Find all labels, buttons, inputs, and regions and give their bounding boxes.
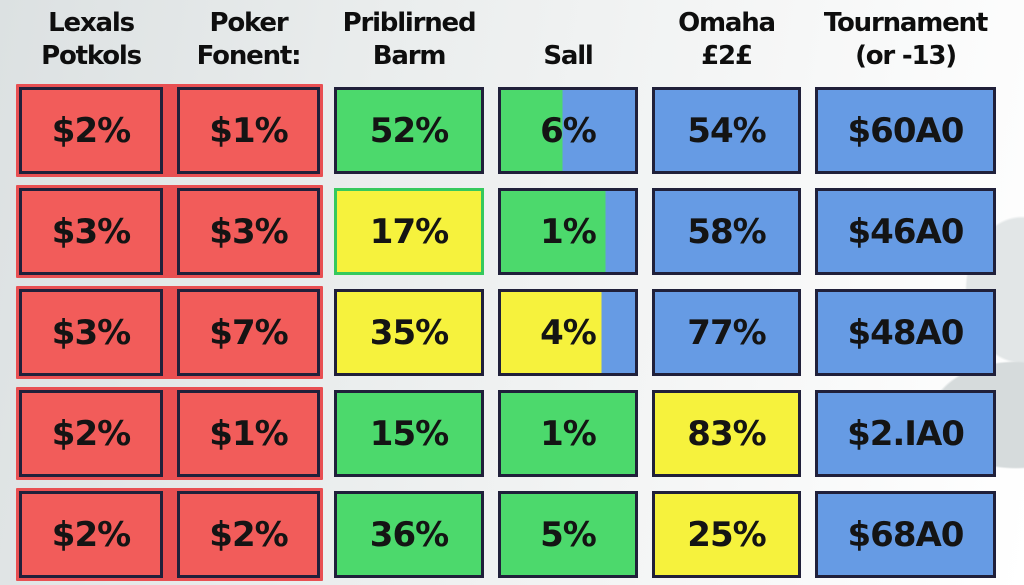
column-header: Lexals Potkols — [16, 0, 166, 76]
table-cell: $7% — [177, 289, 320, 376]
table-cell: 15% — [334, 390, 484, 477]
table-cell: 1% — [498, 390, 638, 477]
table-cell: 6% — [498, 87, 638, 174]
column-header-line2: (or -13) — [855, 41, 957, 71]
table-cell: $3% — [19, 188, 163, 275]
column-header-line1: Priblirned — [342, 8, 477, 38]
table-cell: $2% — [19, 390, 163, 477]
column-header: Omaha £2£ — [649, 0, 804, 76]
column-header-line1: Omaha — [678, 8, 776, 38]
table-cell: 36% — [334, 491, 484, 578]
table-cell: $68A0 — [815, 491, 996, 578]
column-header-line1: Tournament — [823, 8, 988, 38]
table-cell: $1% — [177, 87, 320, 174]
column-header: Priblirned Barm — [331, 0, 487, 76]
column-header-line2: Potkols — [41, 41, 142, 71]
table-cell: 77% — [652, 289, 801, 376]
table-cell: $48A0 — [815, 289, 996, 376]
table-cell: 25% — [652, 491, 801, 578]
column-header-line1: Poker — [209, 8, 289, 38]
column-header-line1: Lexals — [48, 8, 135, 38]
table-cell: 17% — [334, 188, 484, 275]
table-cell: $2% — [177, 491, 320, 578]
column-header: Sall — [495, 0, 641, 76]
table-cell: 5% — [498, 491, 638, 578]
column-header-line2: £2£ — [701, 41, 753, 71]
table-cell: $3% — [19, 289, 163, 376]
table-cell: 83% — [652, 390, 801, 477]
table-cell: 58% — [652, 188, 801, 275]
table-cell: 1% — [498, 188, 638, 275]
table-cell: $1% — [177, 390, 320, 477]
table-cell: $2% — [19, 87, 163, 174]
column-header-line2: Sall — [543, 41, 594, 71]
table-cell: $60A0 — [815, 87, 996, 174]
poker-table: Lexals Potkols Poker Fonent: Priblirned Barm … — [16, 0, 999, 581]
table-cell: 52% — [334, 87, 484, 174]
column-header: Poker Fonent: — [174, 0, 323, 76]
table-cell: 35% — [334, 289, 484, 376]
table-cell: $3% — [177, 188, 320, 275]
column-header: Tournament (or -13) — [812, 0, 999, 76]
column-header-line2: Barm — [372, 41, 447, 71]
table-cell: $2.IA0 — [815, 390, 996, 477]
table-cell: $46A0 — [815, 188, 996, 275]
table-cell: 54% — [652, 87, 801, 174]
table-cell: $2% — [19, 491, 163, 578]
table-cell: 4% — [498, 289, 638, 376]
column-header-line2: Fonent: — [196, 41, 302, 71]
